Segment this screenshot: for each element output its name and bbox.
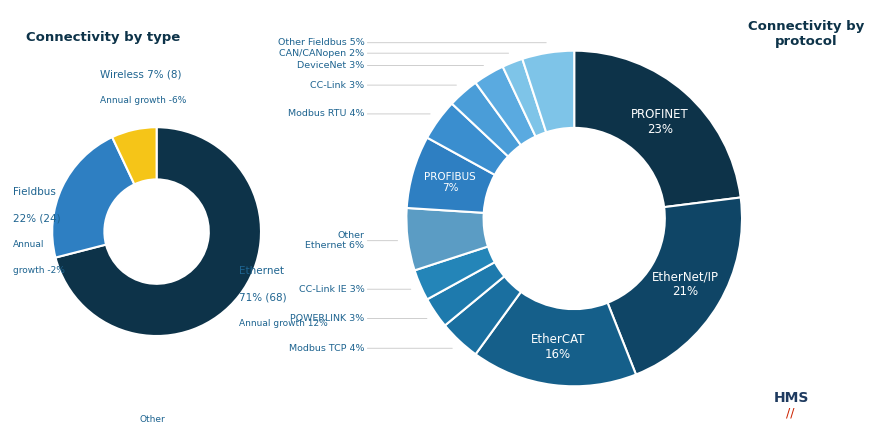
Text: Ethernet: Ethernet bbox=[239, 266, 284, 276]
Wedge shape bbox=[521, 51, 574, 132]
Wedge shape bbox=[112, 127, 156, 184]
Wedge shape bbox=[427, 262, 504, 326]
Text: Connectivity by
protocol: Connectivity by protocol bbox=[746, 21, 863, 49]
Text: 22% (24): 22% (24) bbox=[13, 214, 61, 223]
Text: Other: Other bbox=[139, 415, 165, 424]
Wedge shape bbox=[451, 83, 521, 156]
Wedge shape bbox=[444, 276, 521, 354]
Wedge shape bbox=[406, 138, 494, 213]
Text: HMS: HMS bbox=[773, 391, 808, 405]
Text: Fieldbus: Fieldbus bbox=[13, 187, 56, 197]
Text: Annual growth -6%: Annual growth -6% bbox=[100, 96, 186, 105]
Text: Annual: Annual bbox=[13, 240, 44, 249]
Text: //: // bbox=[785, 406, 793, 420]
Text: EtherNet/IP
21%: EtherNet/IP 21% bbox=[651, 270, 718, 298]
Text: POWERLINK 3%: POWERLINK 3% bbox=[290, 314, 427, 323]
Text: Modbus RTU 4%: Modbus RTU 4% bbox=[288, 109, 430, 118]
Wedge shape bbox=[607, 198, 741, 375]
Text: PROFINET
23%: PROFINET 23% bbox=[630, 108, 687, 135]
Text: CC-Link IE 3%: CC-Link IE 3% bbox=[298, 284, 410, 294]
Text: PROFIBUS
7%: PROFIBUS 7% bbox=[424, 172, 475, 193]
Text: growth -2%: growth -2% bbox=[13, 267, 65, 275]
Wedge shape bbox=[502, 59, 546, 136]
Wedge shape bbox=[56, 127, 261, 336]
Text: Connectivity by type: Connectivity by type bbox=[26, 31, 180, 44]
Text: DeviceNet 3%: DeviceNet 3% bbox=[297, 61, 483, 70]
Wedge shape bbox=[415, 246, 494, 299]
Text: Annual growth 12%: Annual growth 12% bbox=[239, 319, 328, 328]
Text: Other
Ethernet 6%: Other Ethernet 6% bbox=[305, 231, 397, 250]
Text: Other Fieldbus 5%: Other Fieldbus 5% bbox=[277, 38, 546, 47]
Wedge shape bbox=[52, 137, 134, 257]
Text: Modbus TCP 4%: Modbus TCP 4% bbox=[289, 343, 452, 353]
Wedge shape bbox=[475, 292, 635, 386]
Text: CAN/CANopen 2%: CAN/CANopen 2% bbox=[279, 49, 508, 58]
Text: Wireless 7% (8): Wireless 7% (8) bbox=[100, 69, 182, 79]
Text: 71% (68): 71% (68) bbox=[239, 292, 287, 302]
Wedge shape bbox=[574, 51, 740, 207]
Text: CC-Link 3%: CC-Link 3% bbox=[310, 80, 456, 90]
Text: EtherCAT
16%: EtherCAT 16% bbox=[530, 333, 585, 361]
Wedge shape bbox=[475, 67, 535, 145]
Wedge shape bbox=[427, 104, 507, 175]
Wedge shape bbox=[406, 208, 488, 271]
